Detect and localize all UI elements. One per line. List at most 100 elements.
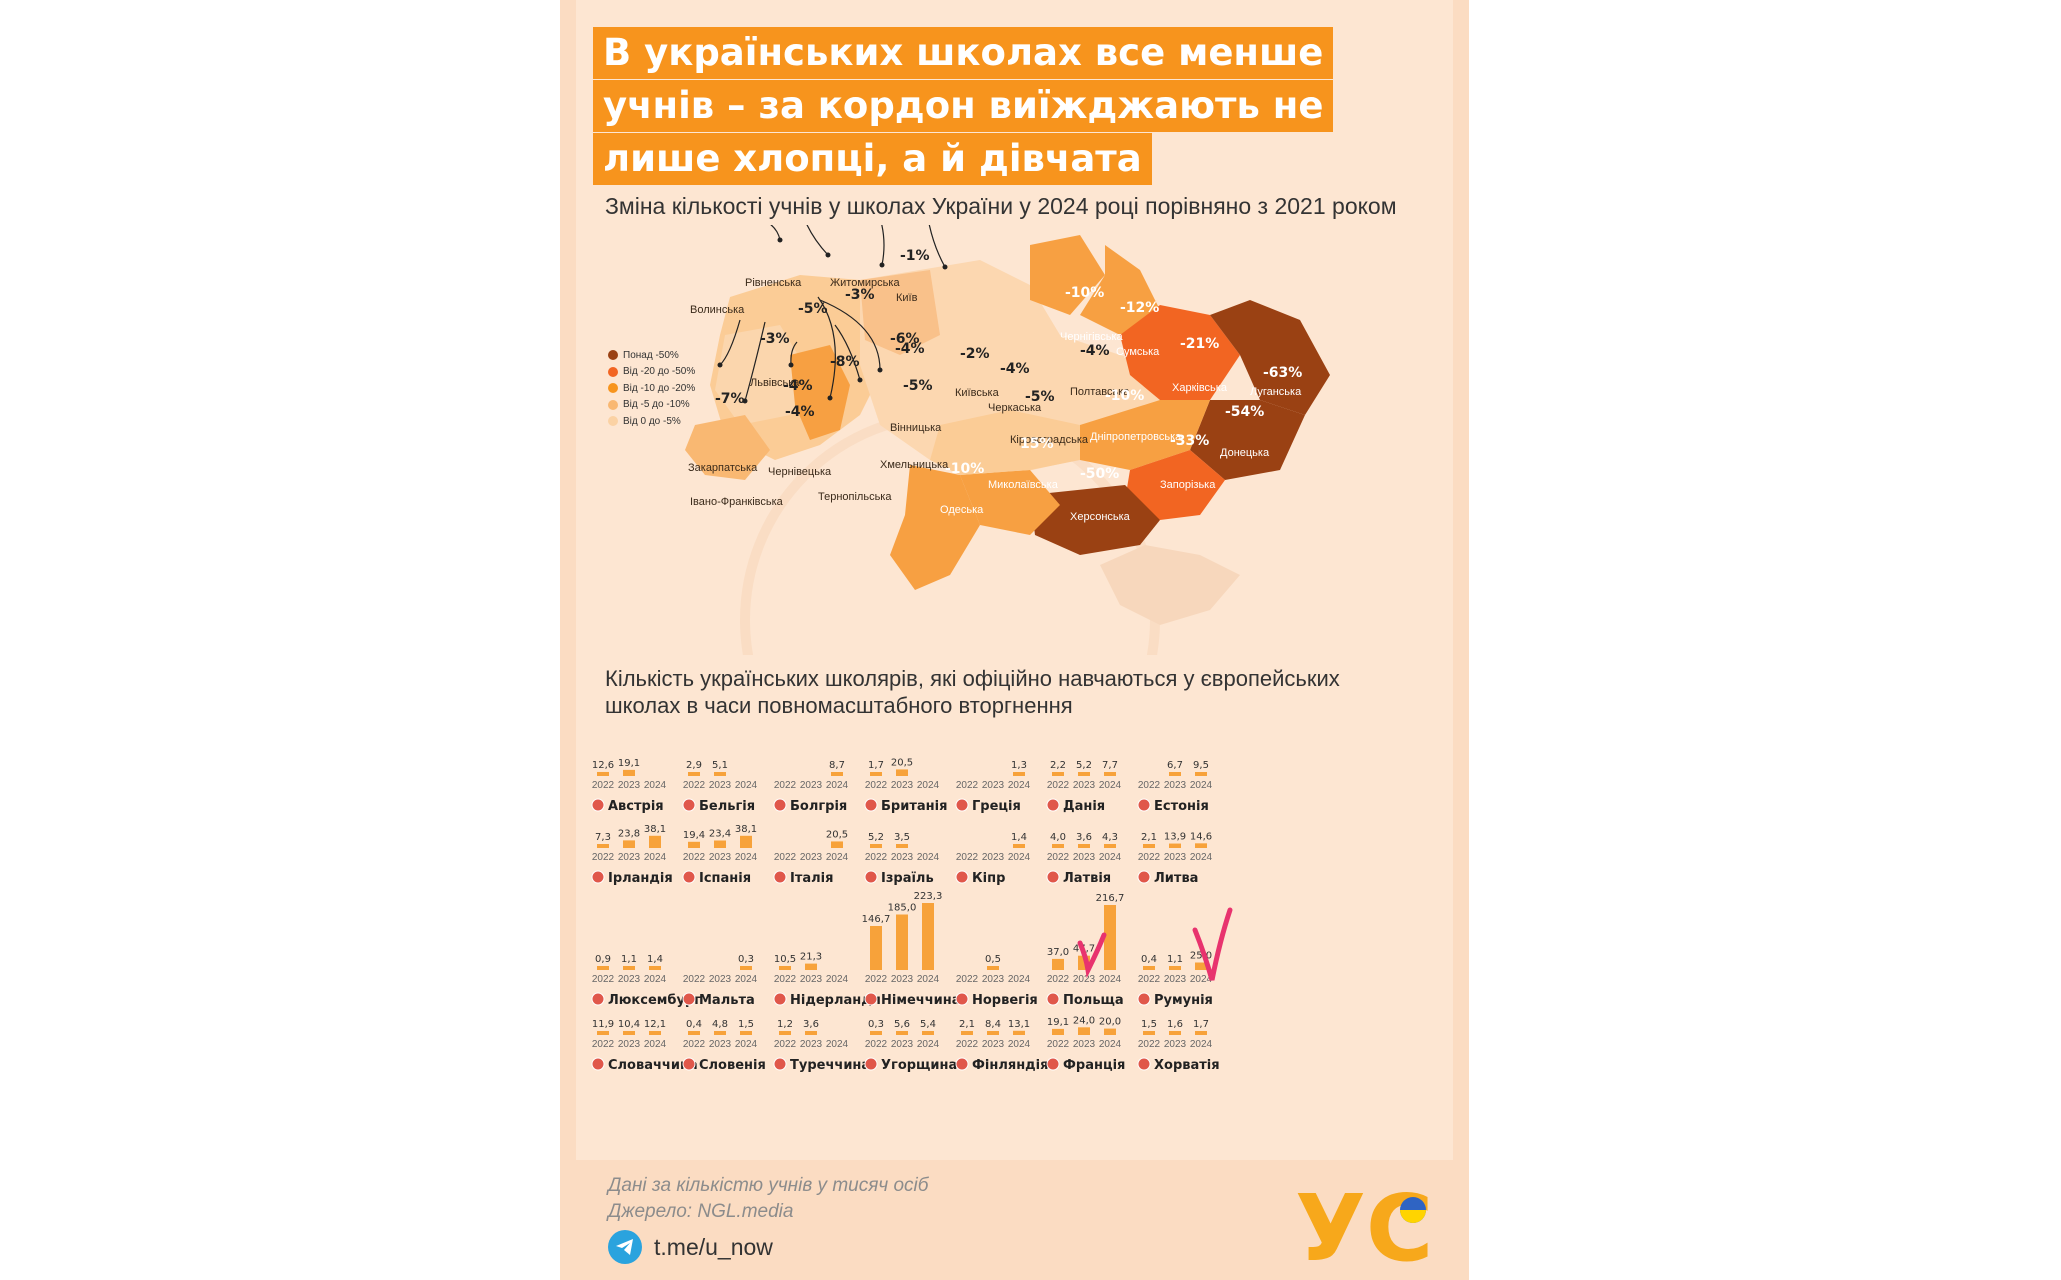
year-tick-label: 2022 — [956, 852, 979, 863]
flag-icon — [773, 1057, 787, 1071]
bar-Австрія-2022 — [597, 771, 609, 776]
year-tick-label: 2022 — [1047, 1039, 1070, 1050]
year-tick-label: 2023 — [982, 780, 1005, 791]
year-tick-label: 2024 — [644, 1039, 667, 1050]
year-tick-label: 2023 — [891, 852, 914, 863]
bar-value-label: 7,3 — [595, 832, 611, 843]
year-tick-label: 2022 — [865, 852, 888, 863]
year-tick-label: 2024 — [1190, 1039, 1213, 1050]
year-tick-label: 2022 — [1047, 852, 1070, 863]
bar-Іспанія-2023 — [714, 840, 726, 848]
bar-value-label: 2,2 — [1050, 760, 1066, 771]
flag-icon — [773, 798, 787, 812]
bar-value-label: 8,7 — [829, 760, 845, 771]
bar-value-label: 1,1 — [621, 954, 637, 965]
year-tick-label: 2022 — [956, 1039, 979, 1050]
year-tick-label: 2024 — [1190, 974, 1213, 985]
year-tick-label: 2022 — [1138, 1039, 1161, 1050]
bar-value-label: 2,1 — [1141, 832, 1157, 843]
country-name: Нідерланди — [790, 993, 881, 1008]
year-tick-label: 2023 — [891, 1039, 914, 1050]
bar-value-label: 5,1 — [712, 760, 728, 771]
bar-Словаччина-2024 — [649, 1031, 661, 1035]
region-crimea-shape — [1100, 545, 1240, 625]
region-name: Київ — [896, 292, 918, 304]
bar-value-label: 4,0 — [1050, 832, 1066, 843]
bar-Словенія-2024 — [740, 1031, 752, 1035]
bar-Словаччина-2022 — [597, 1031, 609, 1035]
year-tick-label: 2024 — [1099, 974, 1122, 985]
region-name: Житомирська — [830, 277, 900, 289]
bar-value-label: 0,9 — [595, 954, 611, 965]
country-name: Ірландія — [608, 871, 673, 886]
year-tick-label: 2022 — [683, 780, 706, 791]
year-tick-label: 2023 — [982, 852, 1005, 863]
year-tick-label: 2022 — [592, 1039, 615, 1050]
bar-value-label: 10,5 — [774, 954, 796, 965]
year-tick-label: 2022 — [683, 974, 706, 985]
region-name: Херсонська — [1070, 511, 1131, 523]
year-tick-label: 2024 — [1008, 1039, 1031, 1050]
year-tick-label: 2023 — [618, 1039, 641, 1050]
region-name: Сумська — [1116, 346, 1160, 358]
flag-icon — [682, 870, 696, 884]
year-tick-label: 2024 — [1099, 780, 1122, 791]
year-tick-label: 2022 — [865, 780, 888, 791]
telegram-icon — [608, 1230, 642, 1264]
country-name: Ізраїль — [881, 871, 934, 886]
bar-value-label: 10,4 — [618, 1019, 640, 1030]
year-tick-label: 2024 — [1008, 974, 1031, 985]
region-mykolaiv-shape — [960, 470, 1060, 535]
region-name: Львівська — [750, 377, 800, 389]
country-name: Словаччина — [608, 1058, 698, 1073]
bar-value-label: 185,0 — [888, 903, 917, 914]
legend-label: Від 0 до -5% — [623, 415, 681, 427]
flag-icon — [1137, 992, 1151, 1006]
bar-Німеччина-2024 — [922, 903, 934, 970]
bar-Бельгія-2023 — [714, 772, 726, 776]
title-line-1: В українських школах все менше — [593, 27, 1334, 79]
year-tick-label: 2023 — [1164, 1039, 1187, 1050]
year-tick-label: 2022 — [865, 1039, 888, 1050]
bar-Латвія-2023 — [1078, 844, 1090, 848]
year-tick-label: 2024 — [826, 1039, 849, 1050]
country-name: Норвегія — [972, 993, 1038, 1008]
bar-Литва-2022 — [1143, 844, 1155, 848]
region-name: Харківська — [1172, 382, 1228, 394]
region-value: -63% — [1263, 365, 1302, 381]
region-value: -10% — [1105, 388, 1144, 404]
year-tick-label: 2022 — [774, 780, 797, 791]
bar-value-label: 8,4 — [985, 1019, 1001, 1030]
region-name: Донецька — [1220, 447, 1270, 459]
year-tick-label: 2024 — [1099, 1039, 1122, 1050]
year-tick-label: 2024 — [917, 780, 940, 791]
bar-value-label: 0,4 — [686, 1019, 702, 1030]
bar-value-label: 37,0 — [1047, 947, 1069, 958]
legend-label: Від -5 до -10% — [623, 399, 690, 411]
region-name: Полтавська — [1070, 386, 1130, 398]
map-subtitle: Зміна кількості учнів у школах України у… — [605, 193, 1397, 219]
telegram-link[interactable]: t.me/u_now — [608, 1230, 773, 1264]
year-tick-label: 2023 — [709, 780, 732, 791]
year-tick-label: 2023 — [709, 974, 732, 985]
bar-value-label: 5,2 — [868, 832, 884, 843]
bar-value-label: 1,2 — [777, 1019, 793, 1030]
legend-swatch-3 — [608, 399, 618, 410]
legend-item: Понад -50% — [608, 347, 695, 364]
country-name: Мальта — [699, 993, 755, 1008]
bar-Угорщина-2023 — [896, 1031, 908, 1035]
region-name: Чернігівська — [1060, 331, 1124, 343]
year-tick-label: 2022 — [956, 780, 979, 791]
flag-icon — [591, 1057, 605, 1071]
bar-Туреччина-2023 — [805, 1031, 817, 1035]
bar-Угорщина-2022 — [870, 1031, 882, 1035]
region-name: Запорізька — [1160, 479, 1216, 491]
bar-Ізраїль-2022 — [870, 844, 882, 848]
country-name: Британія — [881, 799, 947, 814]
year-tick-label: 2022 — [683, 852, 706, 863]
bar-Туреччина-2022 — [779, 1031, 791, 1035]
flag-icon — [1046, 992, 1060, 1006]
region-name: Вінницька — [890, 422, 942, 434]
bar-Фінляндія-2024 — [1013, 1030, 1025, 1035]
flag-icon — [682, 798, 696, 812]
